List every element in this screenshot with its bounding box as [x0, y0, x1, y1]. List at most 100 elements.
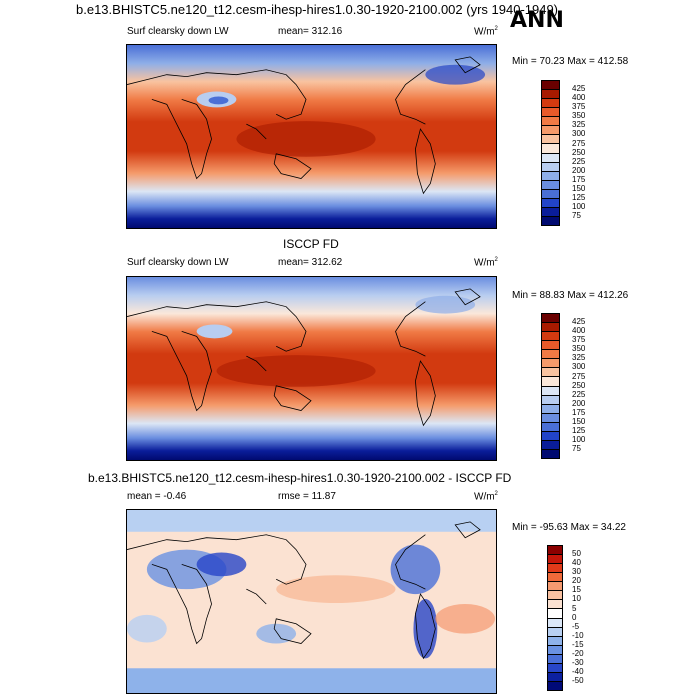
colorbar-tick: 225 [572, 157, 586, 166]
colorbar-tick: 15 [572, 585, 581, 594]
colorbar-swatch [542, 135, 559, 145]
colorbar-swatch [542, 180, 559, 190]
colorbar-swatch [542, 350, 559, 360]
panel2-units: W/m2 [474, 257, 498, 269]
panel2-minmax: Min = 88.83 Max = 412.26 [512, 290, 629, 301]
colorbar-swatch [542, 395, 559, 405]
colorbar-swatch [548, 609, 562, 619]
panel2-field [127, 277, 496, 460]
panel1-field [127, 45, 496, 228]
colorbar-swatch [548, 681, 562, 690]
colorbar-tick: 175 [572, 408, 586, 417]
colorbar-tick: 400 [572, 326, 586, 335]
colorbar-tick: 0 [572, 613, 577, 622]
colorbar-tick: -40 [572, 667, 584, 676]
colorbar-swatch [548, 546, 562, 556]
colorbar-swatch [548, 654, 562, 664]
colorbar-tick: 40 [572, 558, 581, 567]
colorbar-swatch [542, 449, 559, 458]
panel3-field [127, 510, 496, 693]
colorbar-swatch [542, 171, 559, 181]
colorbar-tick: -5 [572, 622, 580, 631]
colorbar-swatch [542, 207, 559, 217]
colorbar-swatch [548, 618, 562, 628]
colorbar-tick: 375 [572, 102, 586, 111]
colorbar-tick: 225 [572, 390, 586, 399]
panel2-map [126, 276, 497, 461]
colorbar-swatch [542, 332, 559, 342]
panel2-title: ISCCP FD [283, 237, 339, 251]
panel3-rmse: rmse = 11.87 [278, 491, 336, 502]
colorbar-swatch [542, 422, 559, 432]
colorbar-tick: -10 [572, 631, 584, 640]
colorbar-tick: -30 [572, 658, 584, 667]
colorbar-tick: 50 [572, 549, 581, 558]
colorbar-swatch [542, 108, 559, 118]
colorbar-swatch [542, 323, 559, 333]
colorbar-tick: -15 [572, 640, 584, 649]
colorbar-swatch [548, 627, 562, 637]
colorbar-swatch [548, 663, 562, 673]
colorbar-swatch [542, 216, 559, 225]
colorbar-swatch [542, 90, 559, 100]
colorbar-tick: 75 [572, 211, 581, 220]
panel1-map [126, 44, 497, 229]
panel3-units: W/m2 [474, 491, 498, 503]
colorbar-swatch [542, 117, 559, 127]
panel2-colorbar [541, 313, 560, 459]
colorbar-tick: 175 [572, 175, 586, 184]
colorbar-tick: 275 [572, 139, 586, 148]
colorbar-tick: 10 [572, 594, 581, 603]
colorbar-tick: -50 [572, 676, 584, 685]
colorbar-tick: 20 [572, 576, 581, 585]
colorbar-swatch [542, 144, 559, 154]
colorbar-swatch [548, 600, 562, 610]
colorbar-tick: 425 [572, 317, 586, 326]
colorbar-swatch [548, 636, 562, 646]
colorbar-tick: 75 [572, 444, 581, 453]
colorbar-tick: 250 [572, 148, 586, 157]
colorbar-swatch [548, 564, 562, 574]
colorbar-tick: 275 [572, 372, 586, 381]
colorbar-tick: 400 [572, 93, 586, 102]
panel1-mean: mean= 312.16 [278, 26, 343, 37]
colorbar-swatch [542, 386, 559, 396]
colorbar-swatch [542, 153, 559, 163]
colorbar-tick: 30 [572, 567, 581, 576]
panel3-title: b.e13.BHISTC5.ne120_t12.cesm-ihesp-hires… [88, 471, 512, 485]
colorbar-swatch [542, 440, 559, 450]
colorbar-swatch [542, 162, 559, 172]
colorbar-swatch [542, 359, 559, 369]
colorbar-tick: 350 [572, 344, 586, 353]
colorbar-swatch [542, 368, 559, 378]
colorbar-tick: -20 [572, 649, 584, 658]
panel2-mean: mean= 312.62 [278, 257, 343, 268]
colorbar-tick: 425 [572, 84, 586, 93]
panel3-map [126, 509, 497, 694]
colorbar-swatch [542, 99, 559, 109]
colorbar-swatch [548, 582, 562, 592]
colorbar-swatch [548, 555, 562, 565]
panel3-colorbar [547, 545, 563, 691]
panel2-variable: Surf clearsky down LW [127, 257, 229, 268]
colorbar-tick: 100 [572, 435, 586, 444]
colorbar-tick: 300 [572, 129, 586, 138]
colorbar-swatch [542, 81, 559, 91]
colorbar-tick: 150 [572, 417, 586, 426]
colorbar-swatch [542, 198, 559, 208]
panel1-variable: Surf clearsky down LW [127, 26, 229, 37]
colorbar-tick: 375 [572, 335, 586, 344]
figure-title: b.e13.BHISTC5.ne120_t12.cesm-ihesp-hires… [76, 2, 559, 17]
colorbar-swatch [542, 404, 559, 414]
colorbar-swatch [542, 413, 559, 423]
colorbar-tick: 125 [572, 426, 586, 435]
colorbar-tick: 150 [572, 184, 586, 193]
colorbar-swatch [542, 341, 559, 351]
colorbar-tick: 5 [572, 604, 577, 613]
colorbar-tick: 325 [572, 120, 586, 129]
colorbar-swatch [542, 314, 559, 324]
colorbar-tick: 100 [572, 202, 586, 211]
panel1-units: W/m2 [474, 26, 498, 38]
colorbar-swatch [542, 431, 559, 441]
colorbar-swatch [542, 189, 559, 199]
